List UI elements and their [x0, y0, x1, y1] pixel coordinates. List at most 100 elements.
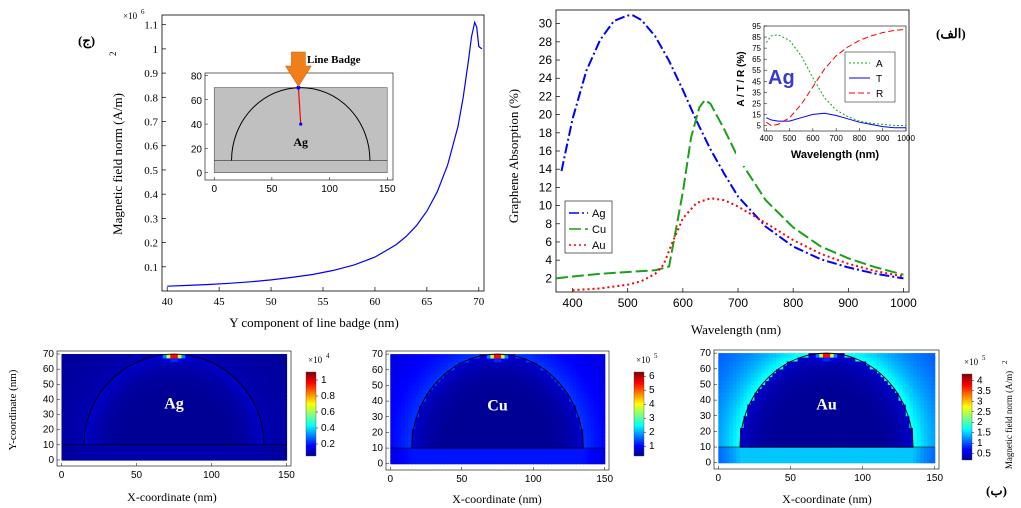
map-cell	[136, 361, 141, 366]
map-cell	[219, 399, 224, 404]
map-cell	[786, 364, 791, 370]
map-cell	[390, 369, 395, 375]
map-cell	[159, 384, 164, 389]
map-cell	[404, 416, 409, 422]
map-cell	[479, 416, 484, 422]
map-cell	[241, 414, 246, 419]
map-cell	[226, 422, 231, 427]
map-cell	[812, 454, 817, 460]
map-cell	[565, 455, 570, 461]
map-cell	[558, 401, 563, 406]
map-cell	[170, 422, 175, 427]
map-cell	[779, 388, 784, 393]
map-cell	[196, 403, 201, 408]
map-cell	[196, 354, 201, 359]
map-cell	[873, 353, 878, 358]
map-cell	[862, 384, 867, 389]
map-cell	[76, 456, 81, 461]
map-cell	[252, 410, 258, 416]
map-cell	[801, 407, 806, 413]
map-cell	[200, 361, 205, 366]
map-colorbar-tick-label: 0.2	[321, 439, 335, 450]
map-cell	[87, 395, 93, 400]
map-cell	[241, 429, 246, 435]
map-cell	[162, 369, 168, 374]
map-cell	[812, 388, 817, 393]
map-cell	[833, 407, 838, 413]
map-cell	[540, 354, 545, 359]
map-cell	[65, 410, 70, 416]
map-cell	[579, 459, 584, 465]
map-cell	[162, 354, 168, 359]
map-cell	[429, 424, 434, 430]
map-cell	[569, 448, 574, 453]
map-cell	[249, 388, 254, 393]
map-cell	[797, 447, 802, 452]
map-cell	[192, 437, 198, 442]
map-cell	[601, 452, 606, 457]
map-cell	[812, 404, 817, 409]
map-cell	[159, 369, 164, 374]
map-cell	[260, 452, 265, 457]
map-cell	[393, 358, 399, 363]
c1-inset-point-bottom	[299, 122, 303, 126]
map-cell	[866, 423, 871, 429]
map-cell	[404, 373, 409, 379]
map-cell	[877, 423, 882, 429]
map-cell	[222, 380, 228, 385]
map-cell	[740, 404, 745, 409]
map-cell	[718, 364, 723, 370]
map-cell	[241, 361, 246, 366]
map-cell	[252, 456, 258, 461]
map-cell	[765, 392, 770, 397]
map-cell	[483, 405, 488, 410]
map-cell	[772, 415, 777, 421]
map-cell	[740, 400, 745, 405]
map-cell	[454, 377, 459, 383]
map-cell	[840, 384, 846, 389]
map-cell	[69, 437, 74, 442]
map-cell	[877, 361, 882, 366]
map-cell	[718, 384, 723, 389]
map-cell	[812, 415, 817, 421]
map-cell	[136, 422, 141, 427]
map-cell	[743, 443, 748, 448]
map-cell	[586, 459, 591, 465]
map-cell	[256, 456, 261, 461]
map-cell	[504, 420, 509, 426]
map-cell	[536, 412, 541, 418]
map-cell	[718, 431, 723, 436]
map-cell	[718, 407, 723, 413]
map-cell	[837, 431, 842, 436]
map-cell	[91, 391, 96, 397]
map-cell	[822, 443, 828, 448]
map-cell	[736, 458, 741, 464]
map-cell	[114, 388, 119, 393]
map-cell	[551, 397, 556, 402]
map-cell	[458, 452, 463, 457]
map-cell	[264, 456, 269, 461]
map-cell	[422, 459, 427, 465]
map-cell	[754, 376, 759, 382]
map-cell	[572, 377, 577, 383]
map-cell	[472, 385, 477, 390]
map-cell	[397, 377, 402, 383]
map-cell	[181, 354, 186, 359]
map-cell	[249, 456, 254, 461]
map-cell	[129, 384, 134, 389]
map-cell	[819, 368, 824, 374]
map-cell	[443, 381, 449, 386]
map-cell	[207, 429, 213, 435]
map-cell	[840, 431, 846, 436]
map-cell	[736, 376, 741, 382]
map-cell	[390, 424, 395, 430]
map-cell	[84, 448, 89, 453]
map-cell	[426, 369, 431, 375]
map-cell	[174, 365, 179, 370]
map-cell	[529, 369, 534, 375]
map-cell	[558, 412, 563, 418]
map-cell	[87, 372, 93, 378]
map-cell	[207, 361, 213, 366]
map-cell	[91, 384, 96, 389]
map-cell	[121, 444, 126, 450]
